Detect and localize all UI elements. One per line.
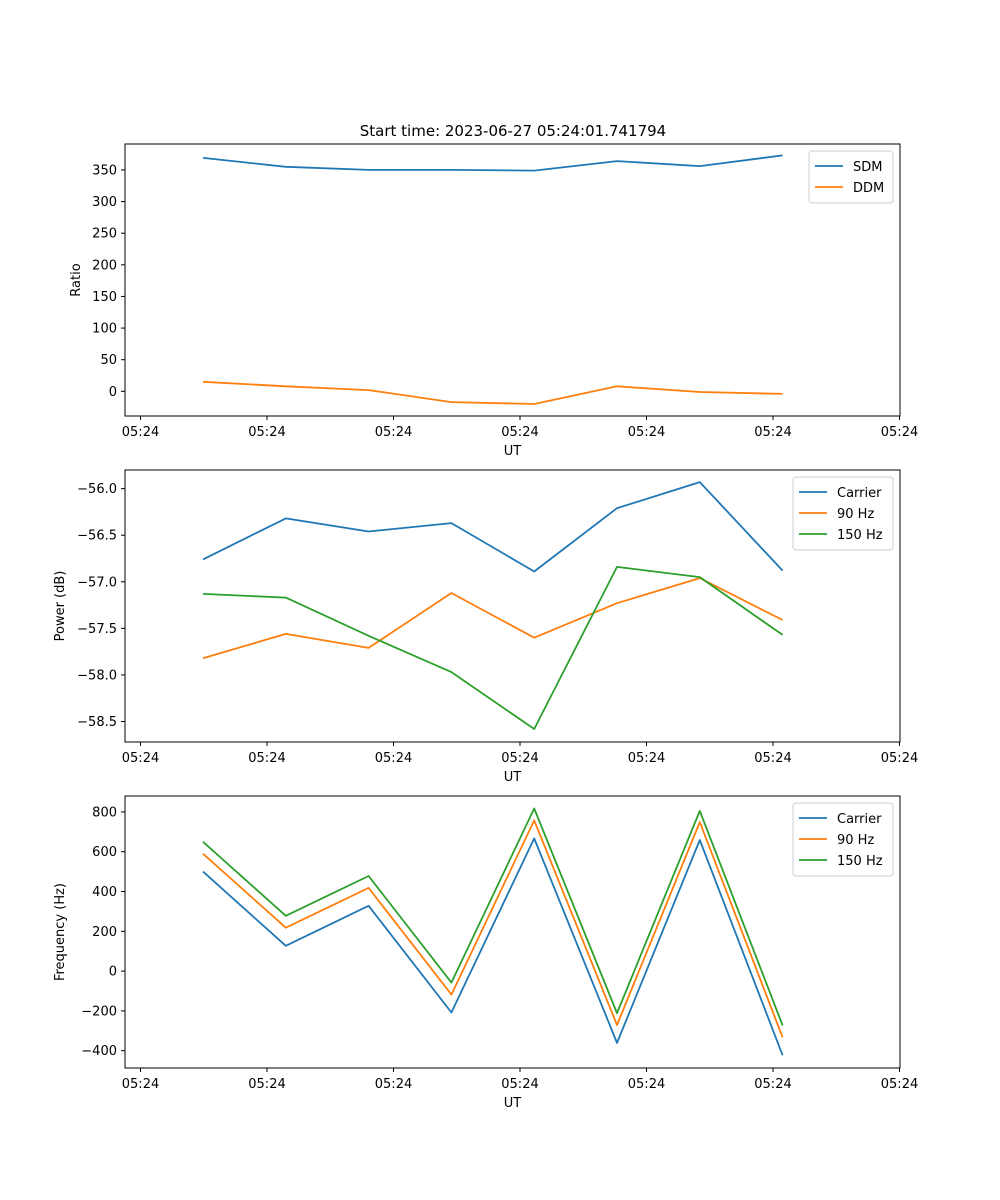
x-axis-label: UT (504, 444, 522, 459)
y-tick-label: 250 (92, 227, 117, 242)
legend-label-1: 90 Hz (837, 507, 874, 522)
y-tick-label: 350 (92, 163, 117, 178)
series-line-1 (202, 819, 784, 1038)
y-tick-label: −58.0 (77, 668, 117, 683)
x-tick-label: 05:24 (754, 425, 791, 440)
x-tick-label: 05:24 (122, 1077, 159, 1092)
y-tick-label: 200 (92, 925, 117, 940)
legend-box (808, 150, 894, 204)
y-tick-label: −56.5 (77, 529, 117, 544)
y-axis-label: Frequency (Hz) (53, 883, 68, 981)
y-tick-label: 150 (92, 290, 117, 305)
y-tick-label: 0 (109, 965, 117, 980)
x-tick-label: 05:24 (122, 425, 159, 440)
y-tick-label: 100 (92, 322, 117, 337)
axes-frame (124, 143, 901, 417)
legend-box (792, 476, 894, 551)
y-tick-label: −58.5 (77, 715, 117, 730)
legend-label-0: SDM (853, 160, 882, 175)
series-line-1 (202, 577, 784, 660)
x-tick-label: 05:24 (122, 751, 159, 766)
series-line-0 (202, 837, 784, 1056)
y-tick-label: 800 (92, 805, 117, 820)
series-line-0 (202, 481, 784, 573)
legend-label-1: DDM (853, 181, 884, 196)
chart-title: Start time: 2023-06-27 05:24:01.741794 (360, 122, 666, 140)
x-axis-label: UT (504, 1096, 522, 1111)
series-line-0 (202, 154, 783, 172)
y-tick-label: 0 (109, 385, 117, 400)
x-tick-label: 05:24 (375, 751, 412, 766)
ratio-panel: 0 50 100 150 200 250 300 350 05:24 05:24 05:24 05:2… (69, 143, 918, 459)
y-tick-label: −200 (81, 1004, 117, 1019)
y-tick-label: 200 (92, 258, 117, 273)
y-tick-label: −56.0 (77, 482, 117, 497)
series-line-2 (202, 807, 784, 1026)
legend-label-0: Carrier (837, 812, 882, 827)
y-tick-label: 300 (92, 195, 117, 210)
x-tick-label: 05:24 (375, 1077, 412, 1092)
y-tick-label: 600 (92, 845, 117, 860)
y-tick-label: −400 (81, 1044, 117, 1059)
frequency-panel: −400 −200 0 200 400 600 800 05:24 05:24 05:24 05:2… (53, 795, 918, 1111)
series-line-2 (202, 566, 784, 730)
x-tick-label: 05:24 (881, 751, 918, 766)
x-tick-label: 05:24 (501, 1077, 538, 1092)
x-tick-label: 05:24 (248, 751, 285, 766)
x-tick-label: 05:24 (754, 1077, 791, 1092)
power-panel: −58.5 −58.0 −57.5 −57.0 −56.5 −56.0 05:24 05:24… (53, 469, 918, 785)
x-tick-label: 05:24 (628, 751, 665, 766)
y-tick-label: 400 (92, 885, 117, 900)
legend: Carrier 90 Hz 150 Hz (792, 476, 894, 551)
x-tick-label: 05:24 (248, 425, 285, 440)
legend: Carrier 90 Hz 150 Hz (792, 802, 894, 877)
x-axis-label: UT (504, 770, 522, 785)
x-tick-label: 05:24 (248, 1077, 285, 1092)
x-tick-label: 05:24 (881, 1077, 918, 1092)
legend: SDM DDM (808, 150, 894, 204)
series-line-1 (202, 380, 783, 405)
legend-label-2: 150 Hz (837, 528, 883, 543)
x-tick-label: 05:24 (628, 425, 665, 440)
y-tick-label: −57.0 (77, 575, 117, 590)
x-tick-label: 05:24 (375, 425, 412, 440)
legend-box (792, 802, 894, 877)
x-tick-label: 05:24 (628, 1077, 665, 1092)
legend-label-1: 90 Hz (837, 833, 874, 848)
x-tick-label: 05:24 (501, 425, 538, 440)
x-tick-label: 05:24 (501, 751, 538, 766)
x-tick-label: 05:24 (754, 751, 791, 766)
y-tick-label: 50 (100, 353, 117, 368)
x-tick-label: 05:24 (881, 425, 918, 440)
axes-frame (124, 469, 901, 743)
y-axis-label: Ratio (69, 263, 84, 296)
y-tick-label: −57.5 (77, 622, 117, 637)
legend-label-0: Carrier (837, 486, 882, 501)
axes-frame (124, 795, 901, 1069)
y-axis-label: Power (dB) (53, 571, 68, 642)
legend-label-2: 150 Hz (837, 854, 883, 869)
